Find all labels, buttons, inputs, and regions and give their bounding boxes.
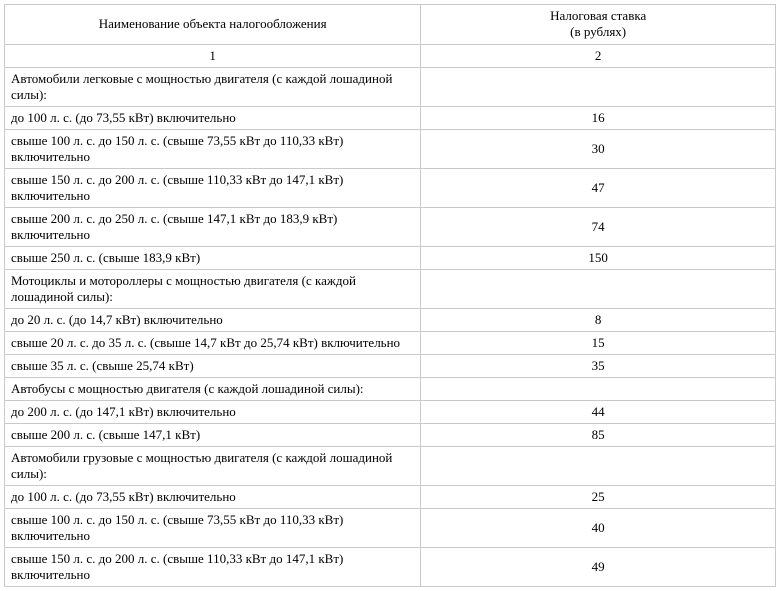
table-row: до 200 л. с. (до 147,1 кВт) включительно… (5, 400, 776, 423)
table-row: свыше 100 л. с. до 150 л. с. (свыше 73,5… (5, 508, 776, 547)
table-row: Автобусы с мощностью двигателя (с каждой… (5, 377, 776, 400)
col-subhead-2: 2 (421, 44, 776, 67)
table-body: Автомобили легковые с мощностью двигател… (5, 67, 776, 586)
cell-rate: 85 (421, 423, 776, 446)
cell-label: до 20 л. с. (до 14,7 кВт) включительно (5, 308, 421, 331)
tax-rate-table: Наименование объекта налогообложения Нал… (4, 4, 776, 587)
cell-rate: 30 (421, 129, 776, 168)
table-row: Мотоциклы и мотороллеры с мощностью двиг… (5, 269, 776, 308)
cell-label: свыше 35 л. с. (свыше 25,74 кВт) (5, 354, 421, 377)
table-row: свыше 200 л. с. (свыше 147,1 кВт)85 (5, 423, 776, 446)
cell-rate: 47 (421, 168, 776, 207)
cell-label: Автобусы с мощностью двигателя (с каждой… (5, 377, 421, 400)
table-row: свыше 20 л. с. до 35 л. с. (свыше 14,7 к… (5, 331, 776, 354)
cell-rate: 74 (421, 207, 776, 246)
table-header-row: Наименование объекта налогообложения Нал… (5, 5, 776, 45)
cell-label: свыше 250 л. с. (свыше 183,9 кВт) (5, 246, 421, 269)
cell-label: до 100 л. с. (до 73,55 кВт) включительно (5, 106, 421, 129)
cell-rate: 40 (421, 508, 776, 547)
cell-rate: 35 (421, 354, 776, 377)
cell-label: свыше 150 л. с. до 200 л. с. (свыше 110,… (5, 168, 421, 207)
cell-rate (421, 67, 776, 106)
col-header-rate: Налоговая ставка(в рублях) (421, 5, 776, 45)
table-row: свыше 150 л. с. до 200 л. с. (свыше 110,… (5, 168, 776, 207)
table-row: свыше 35 л. с. (свыше 25,74 кВт)35 (5, 354, 776, 377)
cell-label: до 200 л. с. (до 147,1 кВт) включительно (5, 400, 421, 423)
cell-label: свыше 200 л. с. до 250 л. с. (свыше 147,… (5, 207, 421, 246)
cell-label: Автомобили легковые с мощностью двигател… (5, 67, 421, 106)
table-row: свыше 250 л. с. (свыше 183,9 кВт)150 (5, 246, 776, 269)
table-subheader-row: 1 2 (5, 44, 776, 67)
table-row: свыше 100 л. с. до 150 л. с. (свыше 73,5… (5, 129, 776, 168)
cell-label: Мотоциклы и мотороллеры с мощностью двиг… (5, 269, 421, 308)
cell-rate: 150 (421, 246, 776, 269)
cell-label: Автомобили грузовые с мощностью двигател… (5, 446, 421, 485)
table-row: свыше 200 л. с. до 250 л. с. (свыше 147,… (5, 207, 776, 246)
cell-rate (421, 269, 776, 308)
table-row: свыше 150 л. с. до 200 л. с. (свыше 110,… (5, 547, 776, 586)
cell-label: свыше 200 л. с. (свыше 147,1 кВт) (5, 423, 421, 446)
table-row: Автомобили грузовые с мощностью двигател… (5, 446, 776, 485)
cell-rate: 16 (421, 106, 776, 129)
cell-rate: 15 (421, 331, 776, 354)
col-subhead-1: 1 (5, 44, 421, 67)
cell-rate: 25 (421, 485, 776, 508)
table-row: до 100 л. с. (до 73,55 кВт) включительно… (5, 106, 776, 129)
cell-rate (421, 377, 776, 400)
table-row: до 100 л. с. (до 73,55 кВт) включительно… (5, 485, 776, 508)
cell-rate: 44 (421, 400, 776, 423)
table-row: Автомобили легковые с мощностью двигател… (5, 67, 776, 106)
col-header-object: Наименование объекта налогообложения (5, 5, 421, 45)
cell-rate: 49 (421, 547, 776, 586)
cell-label: свыше 150 л. с. до 200 л. с. (свыше 110,… (5, 547, 421, 586)
cell-label: свыше 20 л. с. до 35 л. с. (свыше 14,7 к… (5, 331, 421, 354)
cell-rate (421, 446, 776, 485)
cell-rate: 8 (421, 308, 776, 331)
cell-label: до 100 л. с. (до 73,55 кВт) включительно (5, 485, 421, 508)
cell-label: свыше 100 л. с. до 150 л. с. (свыше 73,5… (5, 129, 421, 168)
table-row: до 20 л. с. (до 14,7 кВт) включительно8 (5, 308, 776, 331)
cell-label: свыше 100 л. с. до 150 л. с. (свыше 73,5… (5, 508, 421, 547)
